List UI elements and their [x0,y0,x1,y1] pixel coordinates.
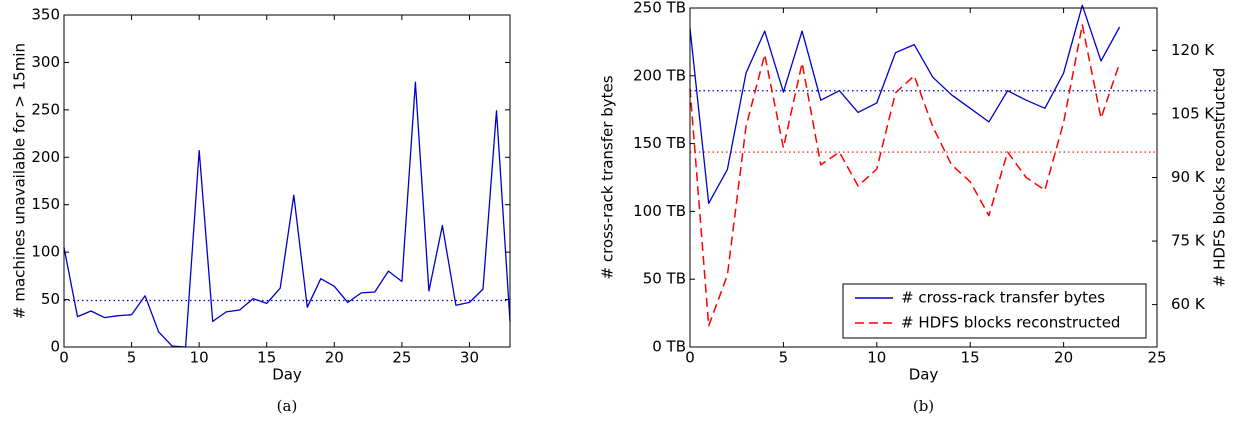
y-tick-label: 150 TB [633,134,686,152]
x-axis-label: Day [909,366,939,384]
series-line-2 [689,24,1121,327]
x-tick-label: 5 [127,349,137,367]
x-tick-label: 15 [257,349,276,367]
y-axis-label: # machines unavailable for > 15min [11,43,29,319]
x-tick-label: 25 [1147,349,1166,367]
y-tick-label: 300 [31,53,60,71]
y-tick-label: 200 [31,148,60,166]
series-line-1 [63,81,511,348]
y2-tick-label: 105 K [1171,104,1215,122]
y2-tick-label: 90 K [1171,168,1206,186]
legend-label-2: # HDFS blocks reconstructed [901,314,1120,332]
x-tick-label: 10 [190,349,209,367]
y2-axis-label: # HDFS blocks reconstructed [1211,68,1229,287]
series-line-1 [689,4,1121,204]
y-tick-label: 100 TB [633,202,686,220]
legend-label-1: # cross-rack transfer bytes [901,289,1105,307]
plot-frame [63,14,511,348]
figure-caption: (b) [913,397,934,415]
y-tick-label: 100 [31,243,60,261]
x-tick-label: 30 [460,349,479,367]
y-tick-label: 200 TB [633,66,686,84]
legend-box [842,283,1147,339]
x-tick-label: 15 [961,349,980,367]
y2-tick-label: 60 K [1171,295,1206,313]
y-tick-label: 250 [31,100,60,118]
x-tick-label: 20 [1054,349,1073,367]
y2-tick-label: 75 K [1171,232,1206,250]
x-tick-label: 20 [325,349,344,367]
y-tick-label: 50 [41,290,60,308]
y-tick-label: 350 [31,6,60,24]
y-tick-label: 150 [31,195,60,213]
legend: # cross-rack transfer bytes # HDFS blocks… [842,283,1147,339]
y-tick-label: 250 TB [633,0,686,17]
y-tick-label: 0 TB [652,338,686,356]
x-tick-label: 25 [392,349,411,367]
x-tick-label: 0 [685,349,695,367]
y-tick-label: 0 [50,338,60,356]
y-tick-label: 50 TB [643,270,686,288]
x-tick-label: 0 [59,349,69,367]
x-tick-label: 5 [779,349,789,367]
y2-tick-label: 120 K [1171,41,1215,59]
x-axis-label: Day [272,366,302,384]
y-axis-label: # cross-rack transfer bytes [599,75,617,279]
figure-caption: (a) [277,397,298,415]
x-tick-label: 10 [867,349,886,367]
